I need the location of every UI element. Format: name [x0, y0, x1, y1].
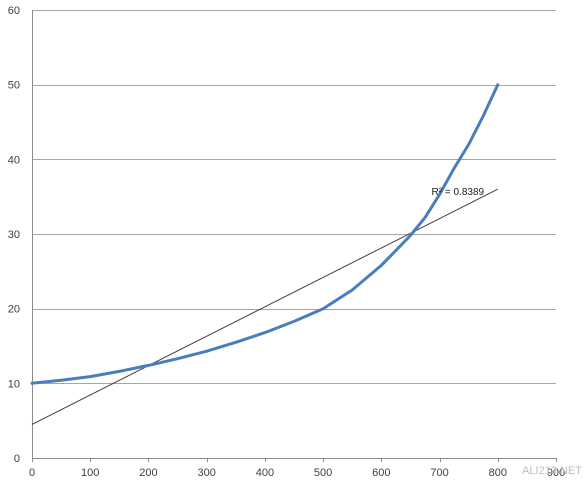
x-tick-200: 200: [139, 467, 157, 479]
x-tick-700: 700: [430, 467, 448, 479]
x-tick-300: 300: [197, 467, 215, 479]
linear-trendline: [31, 188, 499, 425]
x-tick-600: 600: [372, 467, 390, 479]
x-tick-800: 800: [489, 467, 507, 479]
watermark: ALI213.NET: [522, 465, 582, 477]
x-tick-100: 100: [81, 467, 99, 479]
x-tick-0: 0: [29, 467, 35, 479]
x-tick-900: 900: [547, 467, 565, 479]
x-tick-400: 400: [256, 467, 274, 479]
y-tick-30: 30: [8, 229, 20, 241]
y-tick-20: 20: [8, 304, 20, 316]
series-line-1: [30, 83, 500, 385]
data-series: [30, 83, 500, 425]
x-tick-500: 500: [314, 467, 332, 479]
y-tick-60: 60: [8, 5, 20, 17]
y-tick-0: 0: [14, 453, 20, 465]
y-tick-40: 40: [8, 154, 20, 166]
axes: [32, 10, 557, 462]
r-squared-annotation: R² = 0.8389: [432, 187, 485, 198]
y-tick-labels: 0 10 20 30 40 50 60: [8, 5, 20, 465]
y-tick-50: 50: [8, 80, 20, 92]
x-tick-labels: 0 100 200 300 400 500 600 700 800 900: [29, 467, 565, 479]
y-tick-10: 10: [8, 378, 20, 390]
gridlines: [32, 10, 556, 384]
